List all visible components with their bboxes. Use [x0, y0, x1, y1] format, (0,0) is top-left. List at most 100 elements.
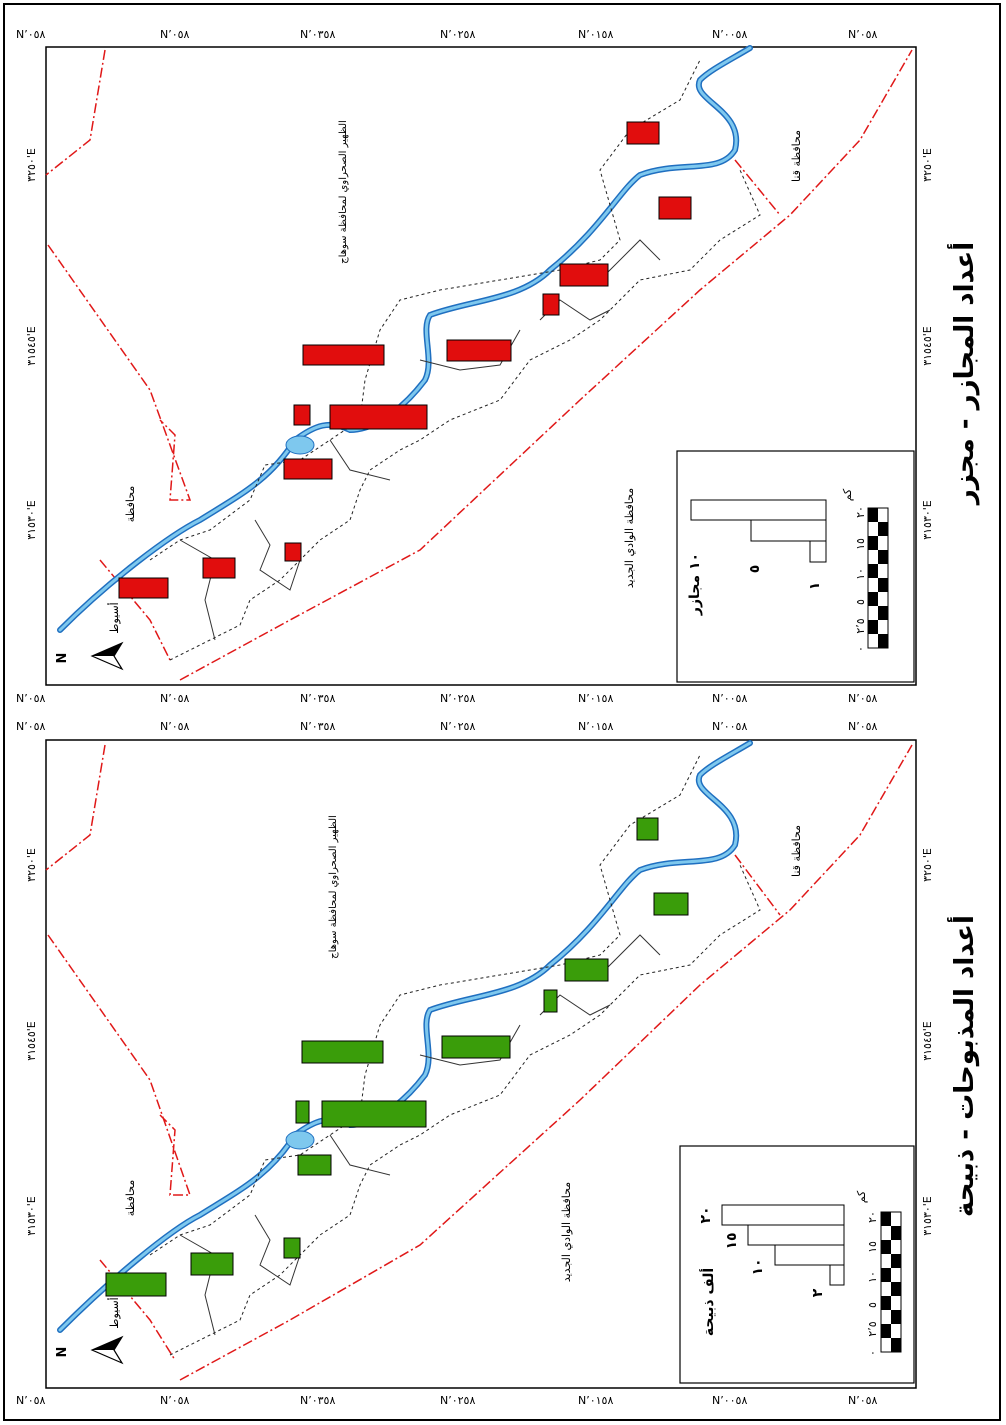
bottom-lat-label: N٬٠٥٨	[16, 1394, 46, 1407]
bottom-boundary-newvalley	[179, 744, 913, 1381]
top-scale-tick: ٢٠	[854, 506, 867, 518]
bottom-boundary-qena	[734, 854, 781, 916]
top-symbol-rect	[118, 577, 169, 599]
bottom-lon-left: ٣٢٥٠'E	[25, 848, 38, 882]
bottom-lon-left: ٣١٥٣٠'E	[25, 1196, 38, 1236]
top-scale-bar	[867, 507, 889, 649]
bottom-symbol-rect	[301, 1040, 384, 1064]
top-legend-value: ١	[807, 581, 823, 591]
bottom-governorate-outline	[169, 864, 761, 1356]
bottom-symbol-rect	[190, 1252, 234, 1276]
mid-lat-label: N٬٠٣٥٨	[300, 692, 336, 705]
top-label-qena: محافظة قنا	[790, 130, 803, 182]
bottom-label-governorate: محافظة	[124, 1179, 137, 1217]
bottom-symbol-rect	[441, 1035, 511, 1059]
bottom-symbol-rect	[636, 817, 659, 841]
bottom-legend-bar	[721, 1204, 845, 1226]
top-boundary-newvalley	[179, 49, 913, 681]
bottom-map-panel	[45, 739, 917, 1389]
bottom-symbol-rect	[321, 1100, 427, 1128]
top-lat-label: N٬٠٥٨	[848, 28, 878, 41]
top-symbol-rect	[202, 557, 236, 579]
top-district-lines	[179, 239, 661, 641]
bottom-symbol-rect	[105, 1272, 167, 1297]
bottom-symbol-rect	[295, 1100, 310, 1124]
bottom-scale-bar	[880, 1211, 902, 1353]
top-valley-outline	[149, 59, 701, 561]
top-symbol-rect	[302, 344, 385, 366]
bottom-scale-tick: ٢٠	[866, 1211, 879, 1223]
top-lon-right: ٣١٥٤٥'E	[921, 326, 934, 366]
bottom-lon-right: ٣٢٥٠'E	[921, 848, 934, 882]
mid-lat-label-2: N٬٠٥٨	[16, 720, 46, 733]
bottom-map-title: أعداد المذبوحات - ذبيحة	[950, 915, 980, 1217]
mid-lat-label: N٬٠١٥٨	[578, 692, 614, 705]
bottom-label-newvalley: محافظة الوادي الجديد	[560, 1181, 573, 1283]
bottom-lat-label: N٬٠١٥٨	[578, 1394, 614, 1407]
top-lon-left: ٣١٥٣٠'E	[25, 500, 38, 540]
top-boundary-qena	[734, 159, 781, 216]
bottom-valley-outline	[149, 754, 701, 1256]
bottom-legend-bar	[747, 1224, 845, 1246]
mid-lat-label-2: N٬٠٣٥٨	[300, 720, 336, 733]
mid-lat-label: N٬٠٠٥٨	[712, 692, 748, 705]
bottom-lat-label: N٬٠٥٨	[160, 1394, 190, 1407]
bottom-lon-left: ٣١٥٤٥'E	[25, 1021, 38, 1061]
top-label-governorate: محافظة	[124, 485, 137, 523]
top-symbol-rect	[658, 196, 692, 220]
top-scale-unit: كم	[841, 488, 854, 502]
mid-lat-label-2: N٬٠٠٥٨	[712, 720, 748, 733]
top-lon-right: ٣٢٥٠'E	[921, 148, 934, 182]
top-lat-label: N٬٠٥٨	[16, 28, 46, 41]
top-symbol-rect	[293, 404, 311, 426]
top-lat-label: N٬٠٢٥٨	[440, 28, 476, 41]
mid-lat-label: N٬٠٥٨	[848, 692, 878, 705]
bottom-legend-bars	[721, 1204, 845, 1286]
top-legend-unit: ١٠ مجازر	[687, 552, 703, 616]
bottom-symbols	[105, 817, 689, 1297]
top-legend-bars	[690, 499, 827, 563]
top-legend-bar	[750, 519, 827, 542]
top-map-panel	[45, 45, 917, 686]
top-lon-right: ٣١٥٣٠'E	[921, 500, 934, 540]
top-label-desert: الظهير الصحراوي لمحافظة سوهاج	[338, 120, 349, 264]
top-scale-tick: ١٥	[854, 538, 867, 550]
top-label-assiut: أسيوط	[108, 602, 121, 634]
bottom-boundary-northwest	[45, 744, 106, 871]
mid-lat-label-2: N٬٠١٥٨	[578, 720, 614, 733]
top-symbol-rect	[283, 458, 333, 480]
bottom-label-qena: محافظة قنا	[790, 825, 803, 877]
bottom-symbol-rect	[653, 892, 689, 916]
top-nile	[58, 46, 752, 632]
bottom-scale-tick: ١٠	[866, 1271, 879, 1283]
bottom-lon-right: ٣١٥٣٠'E	[921, 1196, 934, 1236]
top-scale-tick: ١٠	[854, 568, 867, 580]
bottom-lon-right: ٣١٥٤٥'E	[921, 1021, 934, 1061]
top-legend-bar	[690, 499, 827, 521]
top-legend-value: ٥	[747, 564, 763, 574]
top-symbol-rect	[329, 404, 428, 430]
bottom-nile	[58, 741, 752, 1332]
bottom-boundary-north	[47, 934, 192, 1196]
top-symbols	[118, 121, 692, 599]
top-symbol-rect	[542, 293, 560, 316]
top-symbol-rect	[626, 121, 660, 145]
bottom-symbol-rect	[283, 1237, 301, 1259]
mid-lat-label: N٬٠٥٨	[160, 692, 190, 705]
top-governorate-outline	[169, 169, 761, 661]
page-frame	[3, 3, 1001, 1421]
bottom-lat-label: N٬٠٣٥٨	[300, 1394, 336, 1407]
bottom-legend-value: ١٠	[750, 1258, 766, 1276]
mid-lat-label: N٬٠٥٨	[16, 692, 46, 705]
top-lat-label: N٬٠١٥٨	[578, 28, 614, 41]
mid-lat-label: N٬٠٢٥٨	[440, 692, 476, 705]
mid-lat-label-2: N٬٠٥٨	[160, 720, 190, 733]
bottom-legend-bar	[774, 1244, 845, 1266]
top-lat-label: N٬٠٠٥٨	[712, 28, 748, 41]
top-lat-label: N٬٠٥٨	[160, 28, 190, 41]
top-lon-left: ٣٢٥٠'E	[25, 148, 38, 182]
bottom-north-letter: N	[55, 1346, 70, 1358]
top-north-letter: N	[55, 652, 70, 664]
bottom-symbol-rect	[543, 989, 558, 1013]
